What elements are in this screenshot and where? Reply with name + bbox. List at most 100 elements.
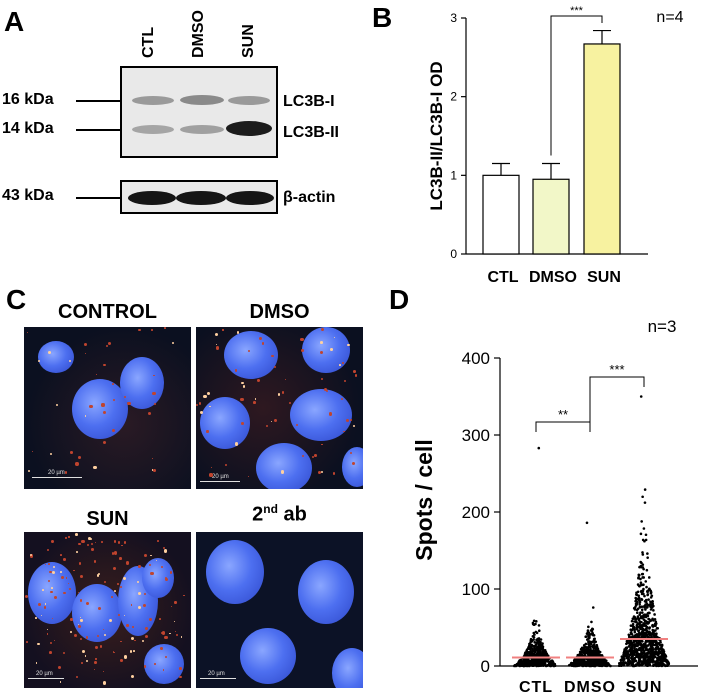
lc3-puncta <box>30 553 33 557</box>
data-point <box>651 659 654 662</box>
data-point <box>636 653 639 657</box>
lc3-puncta <box>89 538 92 541</box>
data-point <box>586 649 590 653</box>
lc3-puncta <box>87 537 91 541</box>
lc3-puncta <box>93 669 95 671</box>
bar-dmso <box>532 178 570 255</box>
data-point <box>517 663 521 667</box>
data-point <box>639 532 643 536</box>
lc3-puncta <box>234 369 238 373</box>
lc3-puncta <box>119 659 123 662</box>
lc3-puncta <box>104 634 106 637</box>
lc3-puncta <box>91 548 94 552</box>
data-point <box>629 628 633 631</box>
data-point <box>637 633 640 637</box>
lc3-puncta <box>44 564 46 566</box>
marker-16kda: 16 kDa <box>2 91 54 108</box>
data-point <box>637 641 641 645</box>
lc3-puncta <box>37 602 41 606</box>
lc3-puncta <box>118 614 121 617</box>
lc3-puncta <box>103 670 105 673</box>
data-point <box>577 661 581 665</box>
data-point <box>539 638 543 641</box>
data-point <box>665 659 669 662</box>
lc3-puncta <box>324 387 328 391</box>
lc3-puncta <box>91 542 94 545</box>
lc3-puncta <box>353 370 357 373</box>
lc3-puncta <box>143 603 147 607</box>
lc3-puncta <box>36 642 40 646</box>
data-point <box>641 611 644 614</box>
lc3-puncta <box>151 328 154 331</box>
data-point <box>632 615 636 618</box>
band-label-actin: β-actin <box>283 189 336 206</box>
band-ctl-actin <box>128 191 176 205</box>
data-point <box>658 651 662 655</box>
data-point <box>646 552 649 555</box>
lc3-puncta <box>170 606 172 608</box>
lc3-puncta <box>80 661 83 664</box>
data-point <box>654 661 657 665</box>
data-point <box>642 657 646 661</box>
lc3-puncta <box>111 428 116 433</box>
data-point <box>583 648 586 652</box>
significance-label: *** <box>570 5 584 17</box>
lc3b-blot <box>120 66 278 158</box>
image-label-dmso: DMSO <box>249 301 310 323</box>
lc3-puncta <box>174 601 177 604</box>
data-point <box>643 501 647 504</box>
lc3-puncta <box>254 398 257 400</box>
data-point <box>528 642 531 646</box>
lc3-puncta <box>143 665 147 668</box>
data-point <box>649 644 653 647</box>
data-point <box>634 664 637 667</box>
data-point <box>629 624 633 627</box>
lc3-puncta <box>320 377 323 381</box>
lc3-puncta <box>53 596 57 600</box>
n-label: n=3 <box>648 317 677 336</box>
data-point <box>622 653 625 656</box>
lc3-puncta <box>84 415 87 417</box>
lc3-puncta <box>50 590 53 594</box>
lc3-puncta <box>144 634 149 638</box>
lc3-puncta <box>124 614 126 617</box>
data-point <box>551 660 555 663</box>
lc3-puncta <box>76 551 78 553</box>
data-point <box>591 644 595 648</box>
data-point <box>642 527 646 530</box>
data-point <box>642 576 645 579</box>
data-point <box>537 629 541 633</box>
band-dmso-actin <box>176 191 226 205</box>
lc3-puncta <box>81 650 85 654</box>
scale-bar-label: 20 µm <box>212 474 229 480</box>
lc3-puncta <box>174 631 177 633</box>
lc3-puncta <box>211 466 213 468</box>
data-point <box>645 660 649 664</box>
lc3-puncta <box>153 374 156 377</box>
data-point <box>644 613 648 617</box>
data-point <box>622 657 626 660</box>
data-point <box>596 647 600 650</box>
lc3-puncta <box>143 553 147 557</box>
lc3-puncta <box>295 424 298 427</box>
lc3-puncta <box>137 565 141 568</box>
lc3-puncta <box>163 327 166 330</box>
lc3-puncta <box>319 341 323 345</box>
lc3-puncta <box>113 651 115 654</box>
data-point <box>639 577 642 581</box>
significance-bracket <box>535 421 591 432</box>
data-point <box>533 647 537 651</box>
data-point <box>642 614 645 617</box>
lc3-puncta <box>52 617 54 620</box>
data-point <box>537 446 541 450</box>
data-point <box>588 648 592 652</box>
lc3-puncta <box>63 652 66 655</box>
data-point <box>642 645 646 649</box>
data-point <box>644 615 648 619</box>
lc3-puncta <box>344 379 347 382</box>
scale-bar <box>32 477 82 478</box>
data-point <box>651 642 655 646</box>
nucleus <box>290 389 352 441</box>
data-point <box>640 608 644 612</box>
lc3-puncta <box>77 624 80 626</box>
